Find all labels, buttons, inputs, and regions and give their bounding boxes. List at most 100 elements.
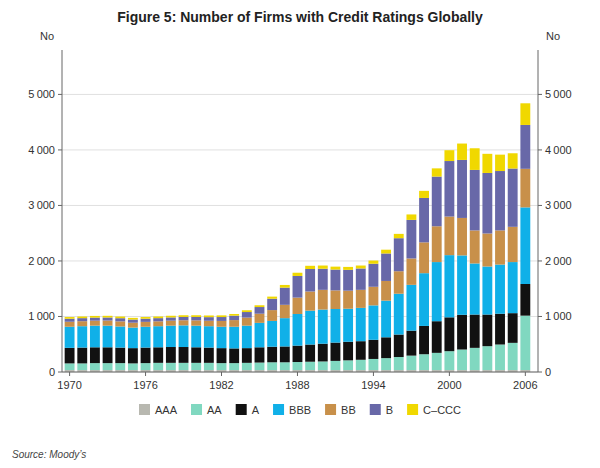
bar xyxy=(103,326,113,348)
y2-axis-line xyxy=(538,50,539,372)
bar xyxy=(217,321,227,327)
bar xyxy=(77,348,87,364)
y2-tick-label: 2 000 xyxy=(545,255,572,267)
bar xyxy=(419,191,429,198)
bar xyxy=(103,316,113,318)
x-tick xyxy=(449,372,450,376)
bar xyxy=(356,341,366,360)
legend-label: AAA xyxy=(155,404,178,416)
bar xyxy=(141,327,151,348)
bar xyxy=(293,314,303,346)
bar xyxy=(381,250,391,254)
bar xyxy=(508,343,518,370)
y-tick xyxy=(58,260,62,261)
bar xyxy=(153,326,163,347)
grid-line xyxy=(62,372,538,373)
bar xyxy=(191,363,201,370)
bar xyxy=(482,267,492,315)
bar xyxy=(191,315,201,317)
bar xyxy=(381,358,391,370)
bar xyxy=(141,348,151,364)
legend-swatch xyxy=(191,404,202,415)
bar xyxy=(318,310,328,344)
bar xyxy=(318,266,328,269)
bars xyxy=(65,103,531,372)
bar xyxy=(432,262,442,321)
bar xyxy=(444,351,454,370)
bar xyxy=(368,305,378,339)
bar xyxy=(381,253,391,280)
bar xyxy=(77,318,87,321)
bar xyxy=(444,255,454,317)
bar xyxy=(255,347,265,362)
legend: AAAAAABBBBBBC–CCC xyxy=(139,404,461,416)
bar xyxy=(128,363,138,370)
bar xyxy=(191,320,201,325)
bar xyxy=(115,363,125,370)
bar xyxy=(331,267,341,270)
bar xyxy=(293,273,303,276)
bar xyxy=(368,359,378,370)
y2-tick xyxy=(538,316,542,317)
bar xyxy=(318,269,328,290)
bar xyxy=(406,356,416,370)
bar xyxy=(255,314,265,323)
y-tick-label: 1 000 xyxy=(28,310,55,322)
bar xyxy=(217,348,227,363)
grid-line xyxy=(62,94,538,95)
legend-item: BBB xyxy=(273,404,311,416)
series xyxy=(65,125,531,323)
bar xyxy=(242,310,252,312)
bar xyxy=(229,363,239,370)
bar xyxy=(470,348,480,370)
y-tick-label: 4 000 xyxy=(28,144,55,156)
bar xyxy=(77,316,87,318)
bar xyxy=(318,361,328,370)
bar xyxy=(255,305,265,307)
bar xyxy=(482,315,492,347)
bar xyxy=(444,161,454,217)
y2-axis-label: No xyxy=(546,30,560,42)
bar xyxy=(495,345,505,371)
legend-item: C–CCC xyxy=(407,404,461,416)
bar xyxy=(153,318,163,321)
bar xyxy=(356,268,366,289)
bar xyxy=(267,299,277,310)
bar xyxy=(280,288,290,305)
x-tick-label: 1994 xyxy=(361,379,385,391)
source: Source: Moody’s xyxy=(12,449,86,460)
bar xyxy=(343,270,353,291)
bar xyxy=(432,353,442,370)
y-tick xyxy=(58,205,62,206)
bar xyxy=(267,362,277,370)
legend-swatch xyxy=(407,404,418,415)
bar xyxy=(217,327,227,348)
bar xyxy=(381,337,391,358)
bar xyxy=(141,319,151,322)
bar xyxy=(419,354,429,370)
y-tick-label: 3 000 xyxy=(28,199,55,211)
y2-tick xyxy=(538,94,542,95)
legend-swatch xyxy=(273,404,284,415)
grid xyxy=(62,94,538,372)
legend-label: B xyxy=(386,404,393,416)
bar xyxy=(90,347,100,363)
legend-label: C–CCC xyxy=(423,404,461,416)
bar xyxy=(242,363,252,370)
y-tick xyxy=(58,316,62,317)
bar xyxy=(65,348,75,364)
x-tick-label: 1976 xyxy=(133,379,157,391)
bar xyxy=(343,342,353,361)
bar xyxy=(115,348,125,364)
legend-label: AA xyxy=(207,404,222,416)
legend-item: AA xyxy=(191,404,222,416)
bar xyxy=(394,294,404,335)
x-tick-label: 1988 xyxy=(285,379,309,391)
bar xyxy=(495,230,505,264)
bar xyxy=(470,315,480,348)
bar xyxy=(470,230,480,263)
bar xyxy=(368,264,378,287)
bar xyxy=(229,327,239,349)
bar xyxy=(128,320,138,323)
bar xyxy=(381,281,391,301)
